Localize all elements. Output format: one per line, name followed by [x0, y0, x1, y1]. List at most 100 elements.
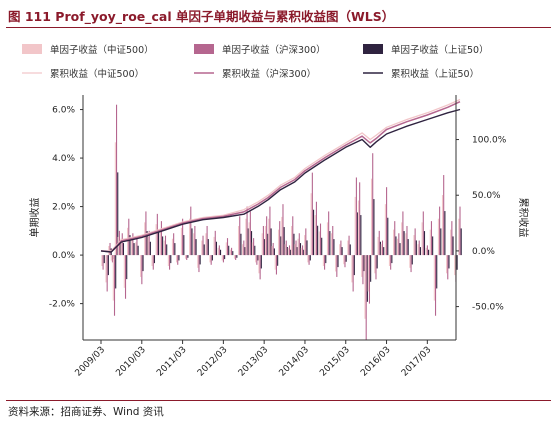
- bar-zz500: [409, 255, 411, 268]
- bar-hs300: [190, 206, 192, 256]
- bar-sz50: [436, 255, 438, 289]
- bar-hs300: [136, 238, 138, 256]
- bar-sz50: [360, 215, 362, 256]
- bar-zz500: [175, 255, 178, 263]
- bar-hs300: [355, 177, 357, 256]
- bar-sz50: [423, 231, 426, 256]
- y-right-tick-label: -50.0%: [472, 303, 504, 313]
- bar-hs300: [249, 211, 251, 256]
- bar-zz500: [370, 178, 373, 256]
- y-right-axis-title: 累积收益: [517, 198, 530, 238]
- bar-zz500: [159, 229, 161, 256]
- bar-zz500: [347, 240, 349, 256]
- bar-sz50: [264, 239, 266, 256]
- bar-zz500: [123, 255, 125, 288]
- bar-hs300: [148, 230, 150, 256]
- bar-zz500: [367, 255, 369, 292]
- bar-hs300: [106, 255, 108, 292]
- bar-zz500: [297, 238, 299, 256]
- bar-zz500: [233, 255, 236, 259]
- bar-zz500: [343, 255, 345, 265]
- title-rule: [6, 27, 551, 28]
- bar-zz500: [330, 233, 333, 256]
- legend-swatch-bar: [194, 44, 214, 54]
- bar-sz50: [162, 236, 164, 256]
- bar-zz500: [245, 218, 247, 256]
- bar-sz50: [290, 249, 292, 256]
- x-tick-label: 2011/03: [155, 345, 189, 379]
- bar-zz500: [197, 255, 199, 268]
- bar-zz500: [441, 195, 444, 256]
- bar-sz50: [353, 255, 355, 276]
- bar-sz50: [303, 249, 305, 256]
- bar-hs300: [324, 255, 326, 270]
- bar-hs300: [111, 255, 114, 263]
- bar-hs300: [102, 255, 104, 270]
- bar-zz500: [388, 255, 391, 267]
- bar-zz500: [361, 255, 363, 277]
- bar-hs300: [402, 211, 404, 256]
- bar-sz50: [415, 240, 417, 256]
- bar-zz500: [205, 233, 207, 256]
- bar-sz50: [273, 248, 275, 256]
- bar-hs300: [332, 225, 334, 256]
- bar-sz50: [126, 255, 128, 280]
- bar-sz50: [309, 255, 311, 261]
- source-rule: [6, 400, 551, 401]
- bar-hs300: [269, 206, 271, 256]
- bar-zz500: [105, 255, 107, 283]
- bar-hs300: [218, 245, 220, 256]
- bar-hs300: [246, 206, 248, 256]
- bar-sz50: [337, 255, 339, 268]
- bar-sz50: [250, 231, 253, 256]
- bar-hs300: [262, 225, 264, 256]
- bar-sz50: [174, 243, 176, 256]
- legend-swatch-bar: [22, 44, 42, 54]
- bar-hs300: [169, 255, 171, 270]
- bar-zz500: [120, 238, 122, 256]
- bar-hs300: [319, 223, 322, 256]
- bar-hs300: [132, 233, 134, 256]
- bar-hs300: [292, 216, 294, 256]
- bar-hs300: [308, 255, 310, 265]
- bar-hs300: [336, 255, 338, 277]
- bar-sz50: [122, 243, 125, 256]
- bar-hs300: [113, 255, 116, 316]
- bar-zz500: [364, 255, 366, 319]
- bar-zz500: [384, 204, 386, 256]
- bar-hs300: [194, 225, 196, 256]
- bar-hs300: [352, 255, 354, 292]
- bar-hs300: [164, 235, 167, 256]
- bar-zz500: [284, 244, 286, 256]
- bar-zz500: [277, 229, 280, 256]
- bar-hs300: [375, 255, 377, 280]
- cumulative-line-sz50: [100, 108, 461, 253]
- bar-hs300: [434, 255, 437, 316]
- bar-zz500: [304, 235, 306, 256]
- bar-hs300: [422, 211, 424, 256]
- bar-zz500: [127, 227, 129, 256]
- bar-zz500: [271, 246, 273, 256]
- bar-sz50: [403, 231, 405, 256]
- bar-hs300: [414, 228, 416, 256]
- bar-sz50: [349, 244, 351, 256]
- y-left-tick-label: 4.0%: [52, 154, 75, 164]
- bar-hs300: [239, 216, 241, 256]
- bar-sz50: [232, 251, 234, 256]
- bar-sz50: [345, 255, 347, 262]
- bar-hs300: [226, 238, 229, 256]
- bar-sz50: [203, 244, 205, 256]
- bar-zz500: [171, 238, 174, 256]
- bar-zz500: [322, 255, 324, 267]
- bar-sz50: [387, 217, 389, 256]
- legend-label: 单因子收益（沪深300）: [222, 44, 326, 56]
- legend-label: 单因子收益（中证500）: [50, 44, 154, 56]
- bar-sz50: [137, 245, 139, 256]
- figure-title: 图 111 Prof_yoy_roe_cal 单因子单期收益与累积收益图（WLS…: [8, 9, 395, 24]
- bar-sz50: [149, 241, 151, 256]
- bar-hs300: [295, 240, 297, 256]
- bar-hs300: [410, 255, 412, 273]
- bar-zz500: [201, 240, 203, 256]
- bar-sz50: [207, 239, 209, 256]
